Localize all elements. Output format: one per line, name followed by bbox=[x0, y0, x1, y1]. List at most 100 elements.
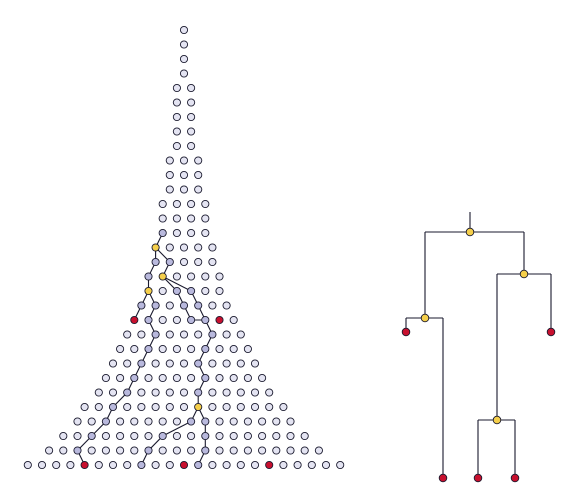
lattice-node bbox=[279, 460, 288, 470]
lattice-node bbox=[194, 243, 203, 252]
lattice-node bbox=[165, 185, 174, 194]
lattice-lineage-node bbox=[201, 315, 210, 325]
lattice-node bbox=[158, 315, 167, 325]
lattice-sample-node bbox=[215, 315, 224, 325]
lattice-node bbox=[187, 373, 196, 383]
tree-leaf-node bbox=[473, 473, 483, 483]
lattice-node bbox=[208, 359, 217, 368]
lattice-node bbox=[172, 112, 181, 122]
lattice-node bbox=[158, 417, 167, 426]
lattice-node bbox=[151, 388, 160, 397]
tree-leaf-node bbox=[438, 473, 448, 483]
lattice-lineage-node bbox=[144, 344, 153, 354]
lattice-node bbox=[94, 460, 103, 470]
lattice-node bbox=[222, 460, 231, 470]
lattice-node bbox=[165, 402, 174, 412]
lattice-node bbox=[172, 141, 181, 151]
lattice-node bbox=[222, 402, 231, 412]
lattice-node bbox=[123, 359, 132, 368]
lattice-node bbox=[236, 330, 245, 339]
lattice-node bbox=[165, 243, 174, 252]
lattice-lineage-node bbox=[144, 446, 153, 455]
lattice-node bbox=[250, 460, 260, 470]
lattice-node bbox=[165, 330, 174, 339]
lattice-node bbox=[286, 431, 295, 441]
lattice-node bbox=[179, 40, 189, 49]
lattice-node bbox=[123, 402, 132, 412]
lattice-node bbox=[222, 388, 231, 397]
tree-leaf-node bbox=[401, 327, 411, 337]
lattice-node bbox=[229, 373, 238, 383]
lattice-node bbox=[172, 446, 181, 455]
lattice-lineage-node bbox=[194, 460, 203, 470]
lattice-node bbox=[243, 373, 252, 383]
lattice-node bbox=[179, 330, 189, 339]
lattice-node bbox=[286, 446, 295, 455]
lattice-node bbox=[116, 417, 125, 426]
lattice-ancestor-node bbox=[158, 272, 167, 281]
lattice-node bbox=[52, 460, 61, 470]
lattice-node bbox=[243, 446, 252, 455]
lattice-node bbox=[201, 286, 210, 296]
lattice-node bbox=[187, 431, 196, 441]
lattice-node bbox=[208, 301, 217, 310]
lattice-node bbox=[194, 185, 203, 194]
lattice-lineage-node bbox=[201, 446, 210, 455]
lattice-lineage-node bbox=[201, 373, 210, 383]
lattice-sample-node bbox=[179, 460, 189, 470]
lattice-sample-node bbox=[265, 460, 274, 470]
lattice-node bbox=[130, 417, 139, 426]
lattice-node bbox=[201, 214, 210, 223]
lattice-node bbox=[229, 431, 238, 441]
lattice-node bbox=[144, 417, 153, 426]
lattice-node bbox=[172, 272, 181, 281]
lattice-node bbox=[222, 301, 231, 310]
lattice-node bbox=[172, 315, 181, 325]
lattice-node bbox=[172, 228, 181, 238]
lattice-node bbox=[314, 446, 323, 455]
tree-leaf-node bbox=[510, 473, 520, 483]
lattice-node bbox=[208, 257, 217, 267]
lineage-edge-root-left bbox=[147, 247, 157, 291]
lattice-node bbox=[144, 373, 153, 383]
lattice-node bbox=[215, 272, 224, 281]
lattice-node bbox=[187, 272, 196, 281]
lattice-node bbox=[73, 431, 82, 441]
lattice-lineage-node bbox=[158, 228, 167, 238]
lattice-node bbox=[73, 417, 82, 426]
lattice-node bbox=[243, 431, 252, 441]
lattice-lineage-node bbox=[101, 417, 110, 426]
lattice-node bbox=[208, 460, 217, 470]
lattice-node bbox=[201, 199, 210, 209]
tree-leaf-node bbox=[546, 327, 556, 337]
lattice-node bbox=[165, 156, 174, 165]
lattice-lineage-node bbox=[179, 301, 189, 310]
lattice-lineage-node bbox=[194, 388, 203, 397]
lattice-node bbox=[194, 257, 203, 267]
lattice-node bbox=[116, 446, 125, 455]
lattice-node bbox=[179, 69, 189, 78]
lattice-node bbox=[59, 446, 68, 455]
tree-ancestor-node-a1 bbox=[519, 269, 529, 279]
lattice-lineage-node bbox=[194, 359, 203, 368]
tree-root-node bbox=[465, 227, 475, 237]
lattice-node bbox=[87, 417, 96, 426]
lattice-node bbox=[101, 446, 110, 455]
lattice-node bbox=[265, 388, 274, 397]
lattice-node bbox=[130, 344, 139, 354]
lattice-lineage-node bbox=[123, 388, 132, 397]
lattice-node bbox=[258, 373, 267, 383]
lattice-node bbox=[243, 417, 252, 426]
lattice-node bbox=[151, 359, 160, 368]
lattice-sample-node bbox=[80, 460, 89, 470]
lattice-node bbox=[158, 214, 167, 223]
lattice-node bbox=[158, 373, 167, 383]
lattice-node bbox=[123, 330, 132, 339]
lattice-node bbox=[215, 431, 224, 441]
lattice-node bbox=[321, 460, 331, 470]
lattice-node bbox=[229, 315, 238, 325]
tree-ancestor-node-a3 bbox=[492, 415, 502, 425]
lattice-nodes bbox=[23, 25, 345, 470]
lattice-lineage-node bbox=[187, 286, 196, 296]
tree-ancestor-node-a2 bbox=[420, 313, 430, 323]
